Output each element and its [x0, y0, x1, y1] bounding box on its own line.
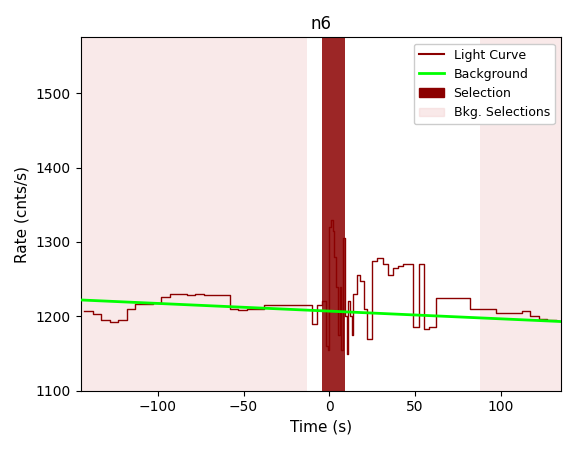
Title: n6: n6 — [310, 15, 331, 33]
Bar — [81, 37, 307, 391]
Bar — [480, 37, 561, 391]
X-axis label: Time (s): Time (s) — [290, 420, 352, 435]
Bar — [323, 37, 345, 391]
Y-axis label: Rate (cnts/s): Rate (cnts/s) — [15, 166, 30, 262]
Legend: Light Curve, Background, Selection, Bkg. Selections: Light Curve, Background, Selection, Bkg.… — [414, 44, 555, 124]
